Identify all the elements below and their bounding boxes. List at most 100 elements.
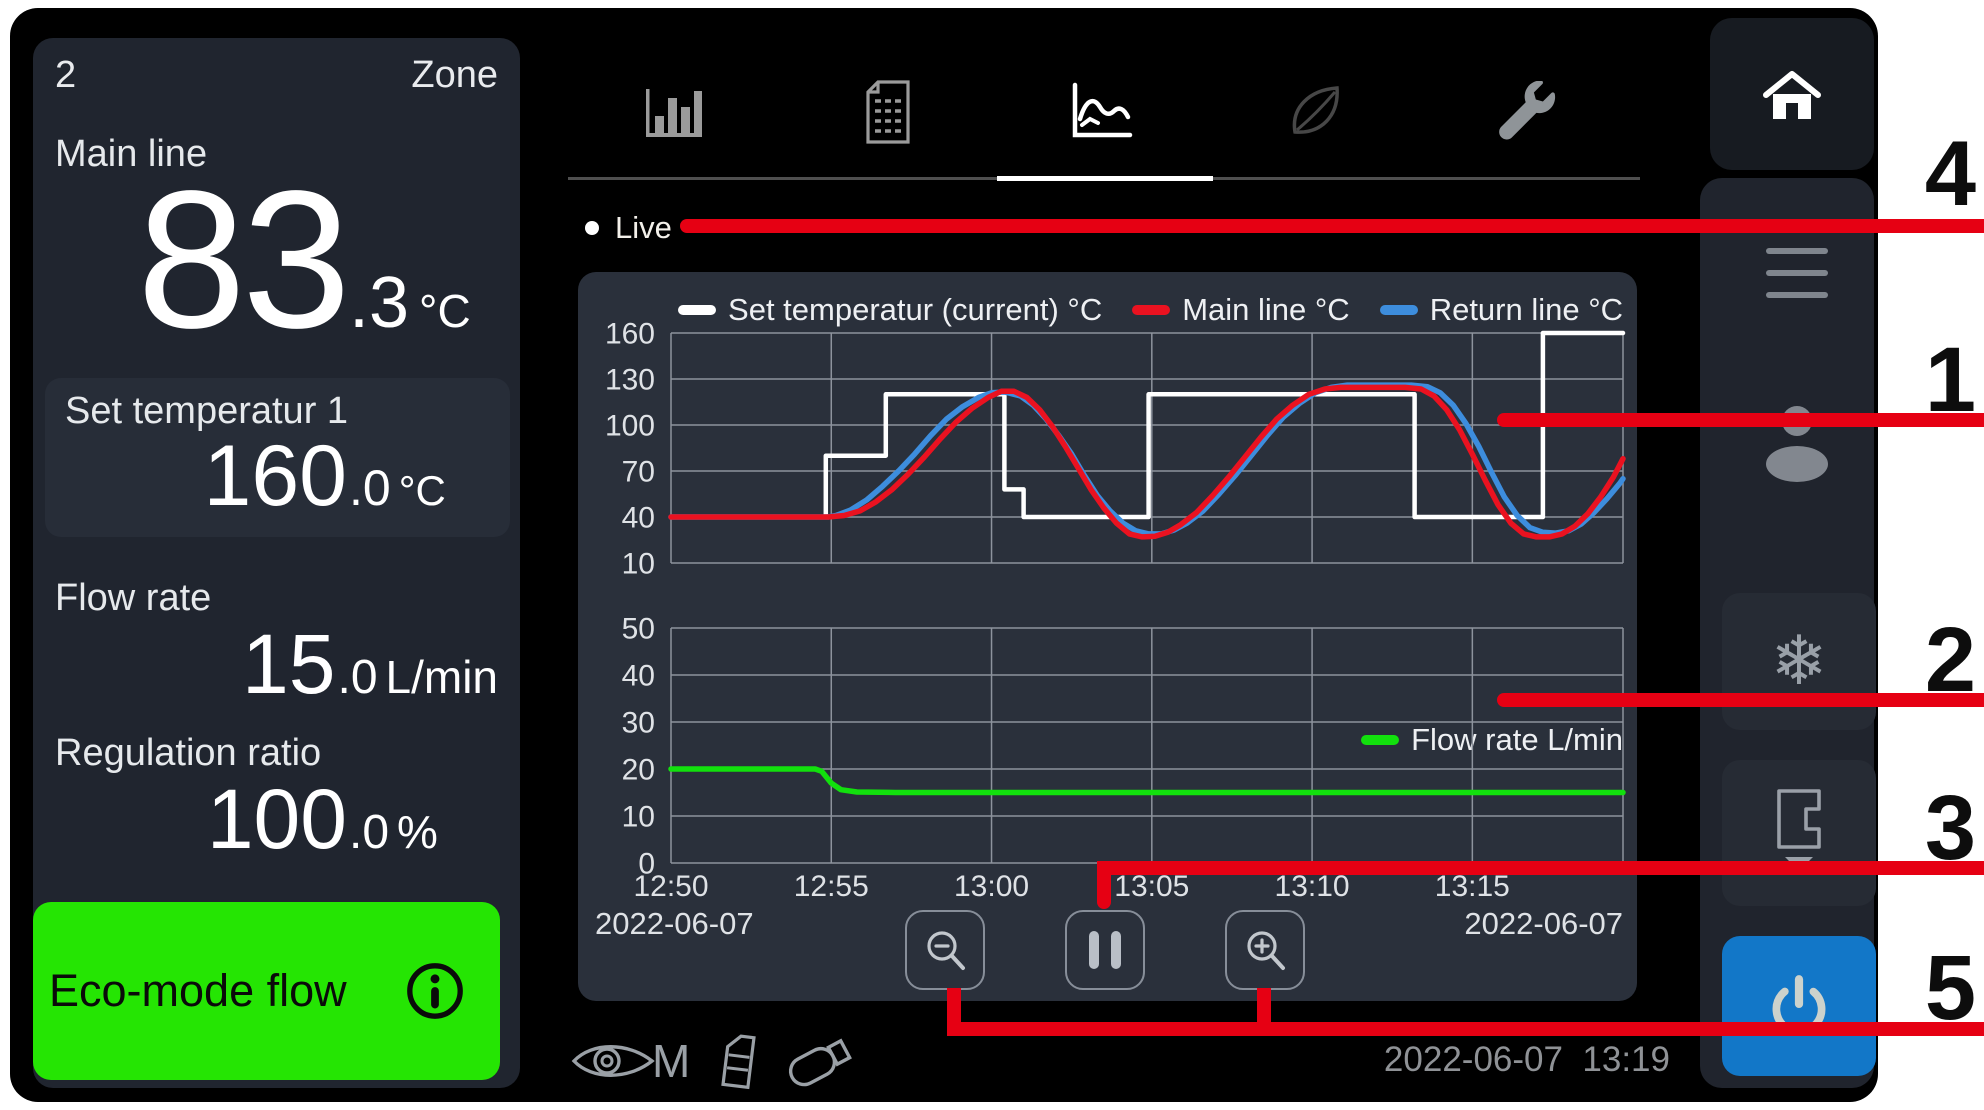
top-tab-bar [639, 72, 1563, 152]
trend-chart-icon [1072, 82, 1133, 138]
eco-mode-flow-button[interactable]: Eco-mode flow [33, 902, 500, 1080]
callout-line-5 [947, 1022, 1984, 1036]
y-axis-tick-label: 160 [605, 318, 655, 351]
main-line-unit: °C [419, 285, 471, 337]
wrench-icon [1499, 81, 1556, 140]
set-temp-unit: °C [398, 467, 446, 514]
tab-eco[interactable] [1280, 77, 1350, 147]
callout-line-3 [1097, 861, 1984, 875]
set-temp-label: Set temperatur 1 [65, 390, 349, 432]
set-temperature-card[interactable]: Set temperatur 1 160.0 °C [45, 378, 510, 537]
y-axis-tick-label: 40 [622, 502, 655, 535]
cooling-button[interactable]: ❄ [1722, 593, 1876, 730]
pause-button[interactable] [1065, 910, 1145, 990]
regulation-ratio-value: 100.0% [55, 775, 498, 863]
flow-rate-unit: L/min [385, 651, 498, 703]
main-line-int: 83 [136, 150, 351, 369]
set-temp-int: 160 [203, 428, 348, 524]
x-axis-tick-label: 13:10 [1275, 870, 1350, 903]
y-axis-tick-label: 0 [638, 848, 655, 881]
y-axis-tick-label: 20 [622, 754, 655, 787]
temperature-legend: Set temperatur (current) °C Main line °C… [678, 292, 1623, 328]
callout-number-5: 5 [1924, 937, 1976, 1039]
zoom-out-button[interactable] [905, 910, 985, 990]
tab-trend-active[interactable] [1066, 77, 1136, 147]
document-icon [865, 80, 910, 144]
callout-number-2: 2 [1924, 609, 1976, 711]
home-button[interactable] [1710, 18, 1874, 170]
y-axis-tick-label: 30 [622, 707, 655, 740]
tab-report[interactable] [853, 77, 923, 147]
info-icon[interactable] [404, 960, 466, 1022]
status-icon-row: M [570, 1030, 864, 1092]
callout-number-3: 3 [1924, 777, 1976, 879]
zone-title: Zone [411, 54, 498, 96]
main-line-legend-label: Main line °C [1182, 292, 1350, 327]
power-button[interactable] [1722, 936, 1876, 1076]
regulation-dec: .0 [349, 806, 390, 860]
set-temp-value: 160.0 °C [65, 433, 494, 519]
x-axis-tick-label: 13:05 [1114, 870, 1189, 903]
sd-card-icon [721, 1034, 757, 1090]
monitoring-eye-icon [571, 1045, 655, 1077]
series-line [668, 330, 1626, 520]
set-temp-swatch [678, 305, 717, 315]
callout-line-4 [680, 219, 1984, 233]
tab-statistics[interactable] [639, 77, 709, 147]
legend-main-line: Main line °C [1132, 292, 1350, 328]
callout-number-1: 1 [1924, 329, 1976, 431]
flow-rate-legend-label: Flow rate L/min [1411, 722, 1623, 757]
mold-button[interactable] [1722, 760, 1876, 906]
regulation-int: 100 [206, 772, 347, 867]
system-timestamp: 2022-06-07 13:19 [1383, 1040, 1670, 1079]
y-axis-tick-label: 40 [622, 660, 655, 693]
active-tab-indicator [997, 176, 1213, 181]
snowflake-icon: ❄ [1770, 623, 1828, 699]
callout-line-2 [1497, 693, 1984, 707]
main-line-value: 83.3 °C [55, 150, 498, 369]
x-axis-tick-label: 12:55 [794, 870, 869, 903]
flow-rate-int: 15 [242, 617, 336, 711]
live-status-dot [585, 221, 599, 235]
callout-line-1 [1497, 413, 1984, 427]
flow-rate-dec: .0 [337, 651, 378, 704]
x-axis-tick-label: 13:00 [954, 870, 1029, 903]
series-line [668, 382, 1626, 537]
series-line [668, 766, 1626, 796]
monitoring-mode-letter: M [652, 1035, 691, 1087]
zone-header: 2 Zone [55, 54, 498, 97]
callout-pointer-5a [947, 988, 961, 1036]
y-axis-tick-label: 130 [605, 364, 655, 397]
set-temp-dec: .0 [349, 460, 391, 516]
home-icon [1763, 71, 1821, 119]
x-axis-tick-label: 12:50 [633, 870, 708, 903]
eco-mode-flow-label: Eco-mode flow [49, 965, 347, 1016]
regulation-unit: % [397, 806, 438, 859]
tab-service[interactable] [1493, 77, 1563, 147]
menu-button[interactable] [1766, 248, 1828, 314]
set-temp-legend-label: Set temperatur (current) °C [728, 292, 1103, 327]
flow-rate-value: 15.0 L/min [55, 620, 498, 708]
sidebar-panel: ❄ [1700, 178, 1876, 1088]
bar-chart-icon [646, 89, 702, 137]
pause-icon [1089, 931, 1121, 969]
y-axis-tick-label: 10 [622, 801, 655, 834]
main-line-swatch [1132, 305, 1171, 315]
chart-start-date: 2022-06-07 [595, 906, 754, 941]
return-line-legend-label: Return line °C [1429, 292, 1623, 327]
trend-chart-panel: Set temperatur (current) °C Main line °C… [578, 272, 1637, 1001]
return-line-swatch [1379, 305, 1418, 315]
y-axis-tick-label: 70 [622, 456, 655, 489]
main-line-dec: .3 [349, 263, 410, 343]
main-line-label: Main line [55, 133, 208, 175]
regulation-ratio-label: Regulation ratio [55, 732, 322, 775]
zoom-in-button[interactable] [1225, 910, 1305, 990]
chart-end-date: 2022-06-07 [1464, 906, 1623, 941]
legend-set-temperature: Set temperatur (current) °C [678, 292, 1102, 328]
flow-rate-label: Flow rate [55, 577, 212, 619]
y-axis-tick-label: 10 [622, 548, 655, 581]
y-axis-tick-label: 100 [605, 410, 655, 443]
magnifier-minus-icon [927, 931, 965, 970]
callout-number-4: 4 [1924, 123, 1976, 225]
